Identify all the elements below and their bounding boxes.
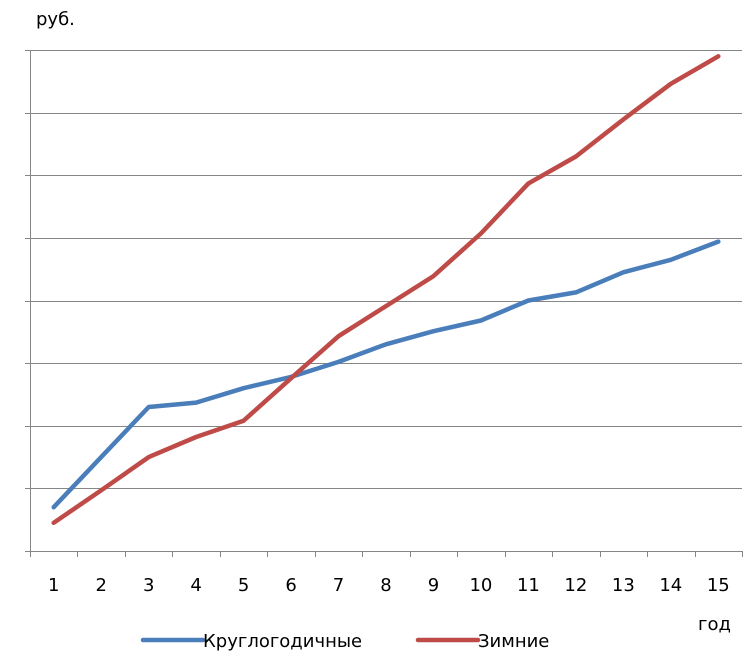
axes: [25, 50, 743, 557]
x-tick-label: 15: [707, 575, 730, 596]
x-tick-label: 4: [190, 575, 201, 596]
x-tick-label: 1: [48, 575, 59, 596]
gridlines: [30, 50, 742, 489]
legend-label: Зимние: [478, 631, 549, 652]
x-tick-label: 7: [333, 575, 344, 596]
legend: Круглогодичные Зимние: [140, 631, 549, 652]
x-tick-label: 3: [143, 575, 154, 596]
x-tick-label: 12: [564, 575, 587, 596]
x-tick-labels: 1 2 3 4 5 6 7 8 9 10 11 12 13 14 15: [48, 575, 730, 596]
x-tick-label: 9: [428, 575, 439, 596]
x-tick-label: 8: [380, 575, 391, 596]
x-tick-label: 10: [469, 575, 492, 596]
y-axis-title: руб.: [36, 9, 75, 30]
x-tick-label: 13: [612, 575, 635, 596]
legend-label: Круглогодичные: [203, 631, 362, 652]
x-tick-label: 14: [659, 575, 682, 596]
x-tick-label: 6: [285, 575, 296, 596]
x-tick-label: 11: [517, 575, 540, 596]
series-line: [51, 239, 721, 510]
series-lines: [51, 54, 721, 526]
x-tick-label: 5: [238, 575, 249, 596]
series-line: [51, 54, 721, 526]
x-axis-title: год: [698, 614, 731, 635]
x-tick-label: 2: [95, 575, 106, 596]
